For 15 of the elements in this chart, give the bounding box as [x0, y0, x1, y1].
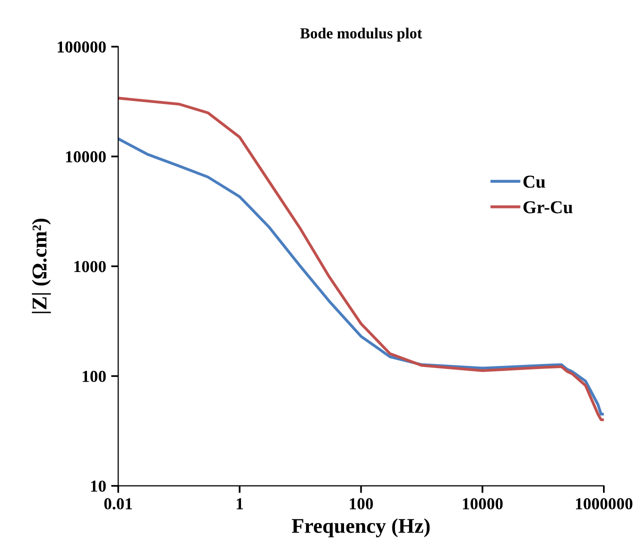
x-tick-label: 1 [236, 498, 243, 510]
y-axis-title: |Z| (Ω.cm²) [32, 218, 51, 314]
x-tick-label: 1000000 [576, 498, 632, 510]
x-axis-title: Frequency (Hz) [292, 518, 430, 538]
legend-label: Cu [523, 176, 546, 188]
legend-label: Gr-Cu [523, 201, 573, 214]
x-tick-label: 0.01 [104, 498, 132, 510]
y-tick-label: 10000 [66, 151, 106, 162]
chart-title: Bode modulus plot [300, 28, 422, 42]
y-tick-label: 1000 [74, 260, 106, 272]
x-tick-label: 10000 [462, 498, 503, 510]
y-tick-label: 100000 [58, 41, 106, 53]
y-tick-label: 10 [91, 480, 106, 492]
y-tick-label: 100 [82, 370, 106, 382]
x-tick-label: 100 [350, 498, 373, 510]
